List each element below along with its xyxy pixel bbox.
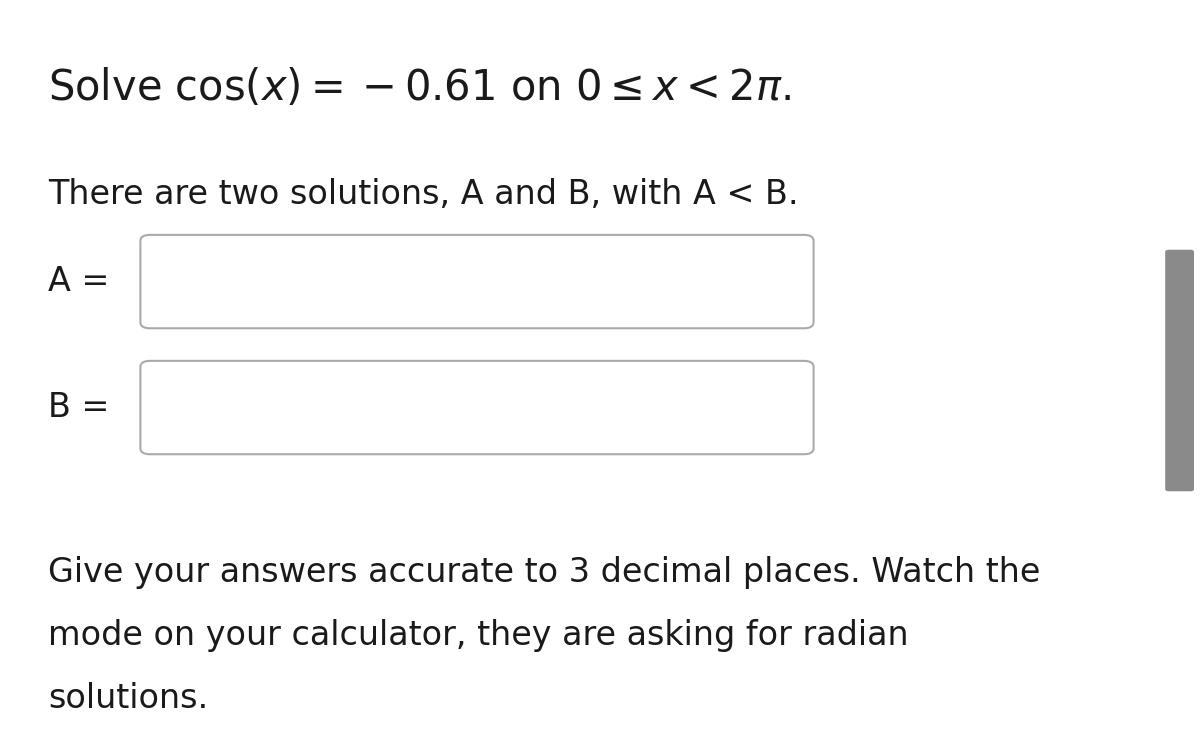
FancyBboxPatch shape xyxy=(140,361,814,454)
Text: A =: A = xyxy=(48,265,109,298)
Text: B =: B = xyxy=(48,391,109,424)
FancyBboxPatch shape xyxy=(1165,250,1194,491)
FancyBboxPatch shape xyxy=(140,235,814,328)
Text: There are two solutions, A and B, with A < B.: There are two solutions, A and B, with A… xyxy=(48,178,799,211)
Text: Give your answers accurate to 3 decimal places. Watch the: Give your answers accurate to 3 decimal … xyxy=(48,556,1040,589)
Text: Solve cos$(x) = -0.61$ on $0 \leq x < 2\pi$.: Solve cos$(x) = -0.61$ on $0 \leq x < 2\… xyxy=(48,67,791,109)
Text: mode on your calculator, they are asking for radian: mode on your calculator, they are asking… xyxy=(48,619,908,652)
Text: solutions.: solutions. xyxy=(48,682,209,715)
